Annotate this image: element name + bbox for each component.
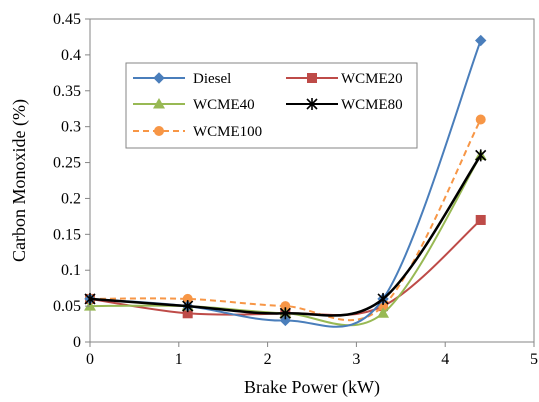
y-tick-label: 0.1: [61, 262, 81, 279]
y-tick-label: 0.2: [61, 190, 81, 207]
data-point-diesel: [475, 34, 487, 47]
series-line-wcme20: [89, 219, 482, 317]
legend-label-wcme40: WCME40: [193, 97, 255, 113]
data-point-wcme20: [475, 214, 486, 225]
data-point-wcme80: [84, 292, 96, 305]
y-tick-label: 0.15: [53, 226, 81, 243]
y-tick-label: 0.05: [53, 298, 81, 315]
data-point-wcme100: [182, 293, 193, 304]
y-tick-label: 0.45: [53, 11, 81, 28]
data-point-wcme80: [377, 292, 389, 305]
axes-layer: 0 1 2 3 4 5 0 0.05 0.1 0.15 0.2 0.25 0.3 0.35 0.4 0.45: [53, 11, 538, 368]
data-point-wcme100: [475, 114, 486, 125]
series-line-wcme80: [89, 154, 482, 317]
y-axis-label: Carbon Monoxide (%): [9, 99, 30, 262]
legend-item-wcme100: WCME100: [133, 124, 262, 140]
legend-item-wcme20: WCME20: [286, 71, 403, 87]
y-tick-label: 0.4: [61, 47, 81, 64]
legend-marker-wcme20: [307, 73, 317, 83]
data-point-diesel: [279, 314, 292, 327]
x-tick-label: 5: [530, 351, 538, 368]
legend-marker-diesel: [153, 72, 165, 84]
legend-label-wcme100: WCME100: [193, 124, 262, 140]
legend: Diesel WCME20 WCME40 WCME80 WCME100: [125, 62, 418, 149]
legend-label-diesel: Diesel: [193, 71, 231, 87]
plot-area: [89, 18, 535, 343]
legend-item-wcme40: WCME40: [133, 97, 255, 113]
legend-marker-wcme100: [154, 126, 164, 136]
series-wcme80: [84, 149, 487, 320]
legend-label-wcme20: WCME20: [341, 71, 403, 87]
legend-item-wcme80: WCME80: [286, 97, 403, 113]
legend-marker-wcme80: [306, 98, 318, 110]
legend-item-diesel: Diesel: [133, 71, 231, 87]
y-tick-label: 0: [73, 334, 81, 351]
legend-marker-wcme40: [153, 98, 165, 109]
plot-border: [89, 18, 535, 343]
y-tick-label: 0.35: [53, 83, 81, 100]
x-axis-label: Brake Power (kW): [244, 377, 380, 398]
x-tick-label: 0: [86, 351, 94, 368]
data-point-wcme20: [182, 308, 193, 319]
data-point-wcme100: [280, 301, 291, 312]
data-point-wcme80: [475, 149, 487, 162]
y-tick-label: 0.3: [61, 119, 81, 136]
x-tick-label: 4: [441, 351, 449, 368]
x-tick-label: 1: [175, 351, 183, 368]
data-point-wcme40: [377, 307, 390, 318]
legend-label-wcme80: WCME80: [341, 97, 403, 113]
series-line-wcme100: [89, 119, 482, 322]
data-point-wcme40: [84, 300, 96, 311]
data-point-wcme80: [182, 300, 194, 313]
data-point-wcme80: [279, 307, 291, 320]
x-tick-label: 3: [352, 351, 360, 368]
x-tick-label: 2: [264, 351, 272, 368]
series-line-wcme40: [89, 154, 482, 327]
series-layer: [84, 34, 487, 328]
y-tick-label: 0.25: [53, 155, 81, 172]
